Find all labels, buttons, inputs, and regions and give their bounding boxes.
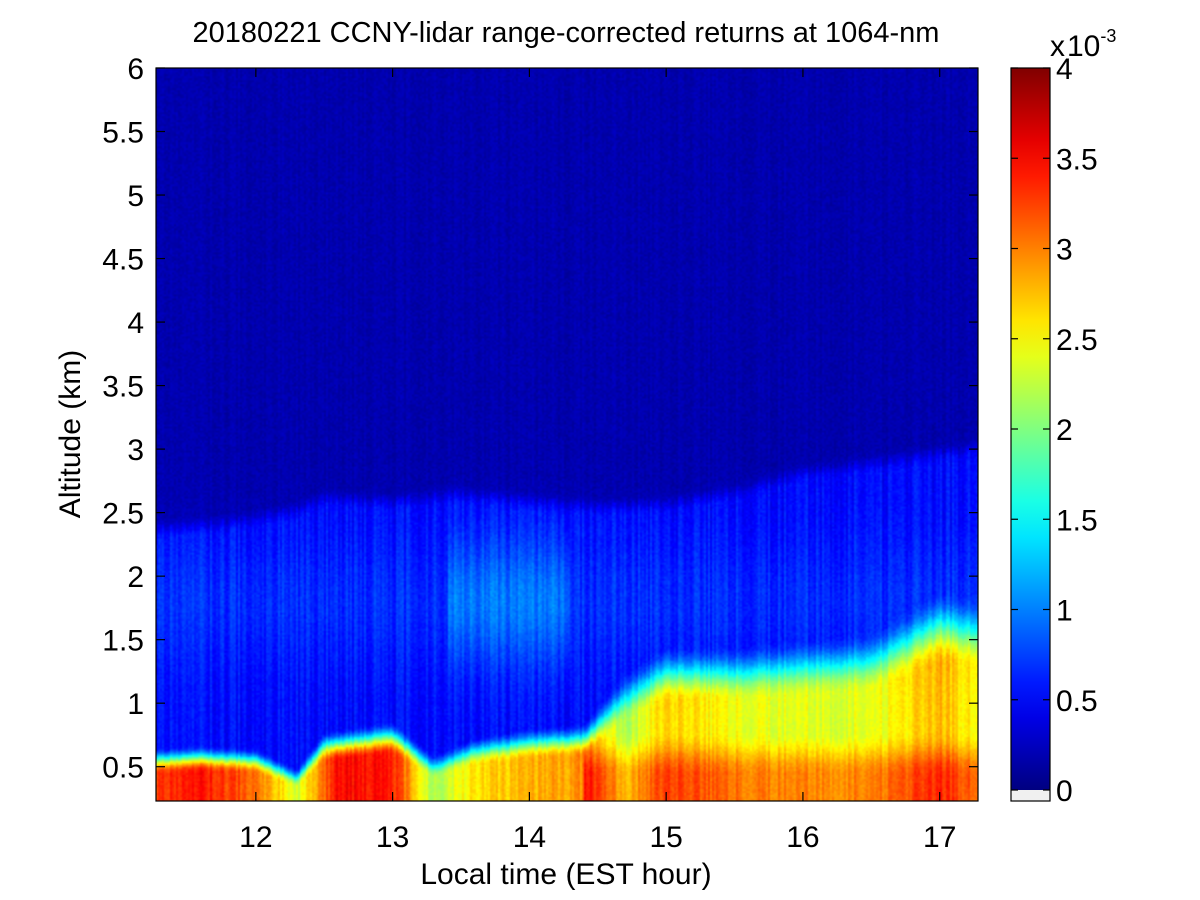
y-tick-label: 4.5 xyxy=(102,244,144,277)
x-tick-label: 15 xyxy=(649,821,682,854)
x-axis: 12 13 14 15 16 17 xyxy=(239,68,956,854)
colorbar-scale-exponent: -3 xyxy=(1100,26,1116,46)
x-tick-label: 13 xyxy=(376,821,409,854)
colorbar-tick-label: 2.5 xyxy=(1056,324,1098,357)
y-tick-label: 5 xyxy=(127,180,144,213)
y-tick-label: 4 xyxy=(127,307,144,340)
colorbar-tick-label: 3 xyxy=(1056,234,1073,267)
x-tick-label: 14 xyxy=(513,821,546,854)
y-tick-label: 3.5 xyxy=(102,371,144,404)
x-axis-title: Local time (EST hour) xyxy=(420,858,711,891)
y-tick-label: 5.5 xyxy=(102,117,144,150)
colorbar-underflow xyxy=(1011,790,1050,801)
x-tick-label: 17 xyxy=(923,821,956,854)
plot-frame xyxy=(155,67,979,802)
colorbar-scale-prefix: x xyxy=(1050,30,1065,63)
y-tick-label: 6 xyxy=(127,53,144,86)
colorbar-frame xyxy=(1010,67,1051,802)
colorbar-scale-base: 10 xyxy=(1067,30,1100,63)
colorbar-tick-label: 1 xyxy=(1056,595,1073,628)
x-tick-label: 12 xyxy=(239,821,272,854)
y-tick-label: 3 xyxy=(127,434,144,467)
x-tick-label: 16 xyxy=(786,821,819,854)
y-tick-label: 2.5 xyxy=(102,498,144,531)
colorbar-tick-label: 0.5 xyxy=(1056,685,1098,718)
y-axis: 0.5 1 1.5 2 2.5 3 3.5 4 4.5 5 5.5 6 xyxy=(102,53,978,785)
colorbar-tick-label: 0 xyxy=(1056,775,1073,808)
y-tick-label: 0.5 xyxy=(102,752,144,785)
y-axis-title: Altitude (km) xyxy=(54,350,87,518)
colorbar-tick-label: 3.5 xyxy=(1056,143,1098,176)
colorbar-exponent-label: x10-3 xyxy=(1050,26,1116,63)
heatmap-image xyxy=(156,68,978,801)
heatmap-plot: 12 13 14 15 16 17 0.5 1 1.5 2 2.5 3 3.5 4 4.5 5 5.5 6 xyxy=(102,53,979,854)
colorbar-tick-label: 2 xyxy=(1056,414,1073,447)
colorbar: 0 0.5 1 1.5 2 2.5 3 3.5 4 x10-3 xyxy=(1010,26,1116,808)
colorbar-tick-label: 4 xyxy=(1056,53,1073,86)
colorbar-tick-label: 1.5 xyxy=(1056,504,1098,537)
chart-title: 20180221 CCNY-lidar range-corrected retu… xyxy=(193,17,940,49)
colorbar-ticks: 0 0.5 1 1.5 2 2.5 3 3.5 4 xyxy=(1011,53,1098,808)
y-tick-label: 1 xyxy=(127,688,144,721)
y-tick-label: 2 xyxy=(127,561,144,594)
y-tick-label: 1.5 xyxy=(102,625,144,658)
